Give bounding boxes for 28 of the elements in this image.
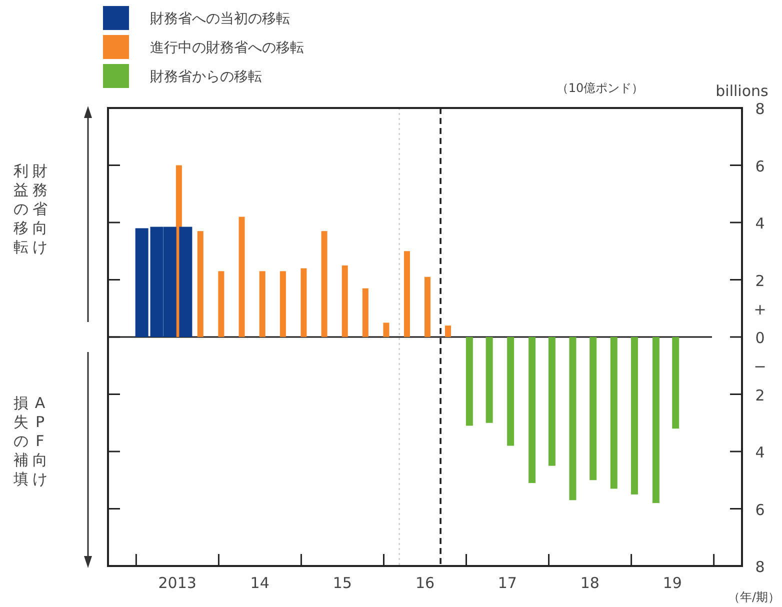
y-tick-label: 4 xyxy=(755,444,765,462)
x-axis-title: （年/期） xyxy=(728,590,780,604)
legend-label: 財務省への当初の移転 xyxy=(150,11,290,27)
x-tick-label: 14 xyxy=(250,574,270,592)
y-tick-label: 8 xyxy=(755,558,765,576)
x-tick-label: 17 xyxy=(498,574,517,592)
y-tick-label: 6 xyxy=(755,157,765,176)
y-axis-title: billions xyxy=(716,82,769,100)
text: 損失の補填 xyxy=(13,394,29,489)
y-tick-label: 2 xyxy=(755,272,765,290)
legend-label: 進行中の財務省への移転 xyxy=(150,40,304,56)
x-tick-label: 15 xyxy=(332,574,352,592)
x-tick-label: 18 xyxy=(580,574,600,592)
text: （10億ポンド） xyxy=(556,81,644,95)
y-tick-label: 6 xyxy=(755,500,765,519)
legend-label: 財務省からの移転 xyxy=(150,69,262,85)
x-tick-label: 2013 xyxy=(158,574,196,592)
text: − xyxy=(754,358,766,376)
x-tick-label: 16 xyxy=(415,574,435,592)
y-tick-label: 2 xyxy=(755,386,765,404)
text: 財務省向け xyxy=(32,162,48,257)
text: APF向け xyxy=(32,394,48,489)
y-tick-label: 0 xyxy=(755,329,765,347)
y-tick-label: 8 xyxy=(755,100,765,118)
x-tick-label: 19 xyxy=(662,574,682,592)
text: + xyxy=(754,300,766,318)
y-tick-label: 4 xyxy=(755,214,765,232)
text: 利益の移転 xyxy=(13,162,29,257)
